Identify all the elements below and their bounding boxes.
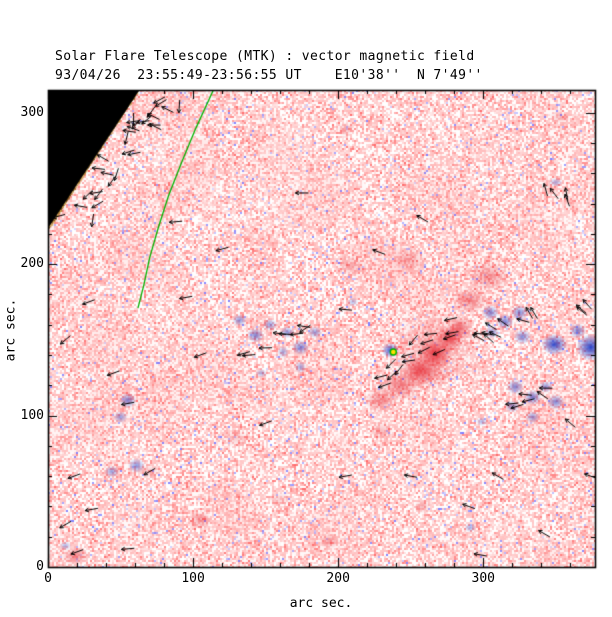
x-tick-label: 0	[44, 571, 52, 586]
y-tick-label: 300	[20, 104, 44, 120]
plot-title: Solar Flare Telescope (MTK) : vector mag…	[55, 49, 475, 64]
y-tick-label: 0	[36, 559, 44, 574]
x-tick-label: 200	[326, 571, 350, 586]
plot-subtitle: 93/04/26 23:55:49-23:56:55 UT E10'38'' N…	[55, 68, 483, 83]
y-axis-label: arc sec.	[3, 298, 19, 362]
x-axis-label: arc sec.	[289, 596, 353, 611]
y-tick-label: 200	[20, 256, 44, 272]
y-tick-label: 100	[20, 407, 44, 423]
x-tick-label: 100	[181, 571, 205, 586]
x-tick-label: 300	[471, 571, 496, 586]
